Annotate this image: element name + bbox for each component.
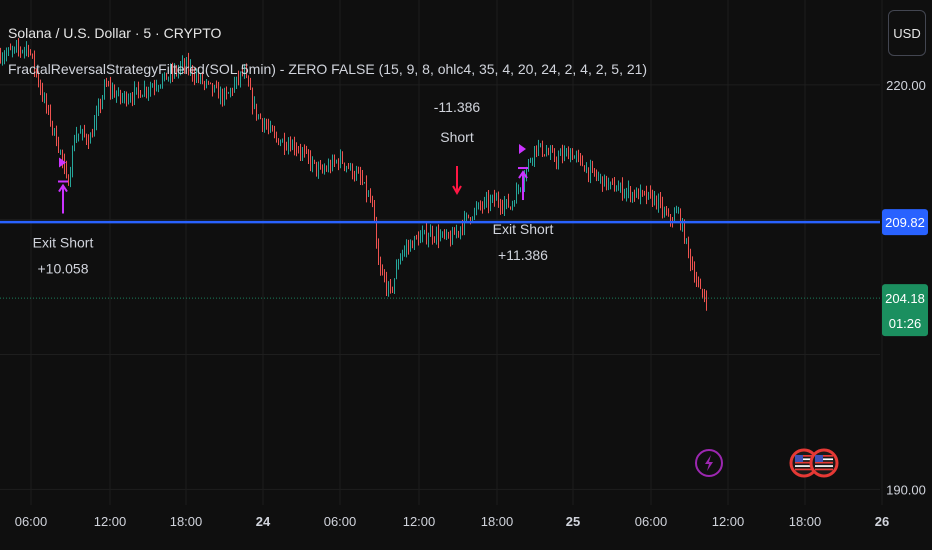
flag-stripe [815, 455, 833, 457]
x-tick-label: 26 [875, 514, 889, 529]
currency-button[interactable]: USD [888, 10, 926, 56]
x-tick-label: 06:00 [324, 514, 357, 529]
symbol-title[interactable]: Solana / U.S. Dollar · 5 · CRYPTO [8, 25, 222, 41]
exit-short-value: +11.386 [498, 247, 548, 263]
candles [0, 38, 707, 311]
flag-stripe [815, 468, 833, 471]
flag-stripe [795, 455, 813, 457]
price-lines [0, 220, 880, 299]
horizontal-line-price-label: 209.82 [885, 215, 925, 230]
x-tick-label: 06:00 [635, 514, 668, 529]
flag-stripe [815, 458, 833, 461]
exit-arrow-head [58, 183, 68, 193]
short-value: -11.386 [434, 99, 481, 115]
lightning-bolt [705, 455, 713, 471]
entry-triangle-marker [519, 144, 526, 155]
event-markers[interactable] [695, 448, 839, 478]
flag-stripe [795, 468, 813, 471]
x-tick-label: 18:00 [481, 514, 514, 529]
short-label: Short [440, 129, 474, 145]
flag-stripe [815, 465, 833, 467]
y-tick-label: 190.00 [886, 482, 926, 497]
flag-stripe [795, 458, 813, 461]
y-tick-label: 220.00 [886, 78, 926, 93]
x-tick-label: 18:00 [789, 514, 822, 529]
horizontal-line-label-box [882, 209, 928, 236]
y-axis: 220.00 190.00 209.82 204.18 01:26 [882, 78, 928, 497]
chart-grid [0, 0, 883, 505]
x-tick-label: 12:00 [403, 514, 436, 529]
last-price-label: 204.18 [885, 291, 925, 306]
last-price-label-box [882, 284, 928, 337]
flag-canton [795, 455, 803, 462]
x-tick-label: 06:00 [15, 514, 48, 529]
x-tick-label: 25 [566, 514, 580, 529]
flag-stripe [815, 461, 833, 464]
lightning-icon[interactable] [695, 449, 723, 477]
exit-arrow-head [518, 170, 528, 179]
x-tick-label: 24 [256, 514, 271, 529]
indicator-legend[interactable]: FractalReversalStrategyFiltered(SOL 5min… [8, 61, 648, 77]
trade-signals: Exit Short +10.058 Exit Short +11.386 -11.38… [33, 99, 554, 277]
x-tick-label: 18:00 [170, 514, 203, 529]
flag-stripe [795, 465, 813, 467]
exit-short-value: +10.058 [38, 261, 89, 277]
x-axis: 06:00 12:00 18:00 24 06:00 12:00 18:00 25 06:00 1… [15, 514, 890, 529]
entry-triangle-marker [59, 157, 66, 168]
exit-short-label: Exit Short [33, 235, 94, 251]
x-tick-label: 12:00 [712, 514, 745, 529]
flag-canton [815, 455, 823, 462]
flag-stripe [795, 461, 813, 464]
exit-short-label: Exit Short [493, 221, 554, 237]
x-tick-label: 12:00 [94, 514, 127, 529]
candle-countdown: 01:26 [889, 316, 922, 331]
short-arrow-head [452, 185, 462, 196]
